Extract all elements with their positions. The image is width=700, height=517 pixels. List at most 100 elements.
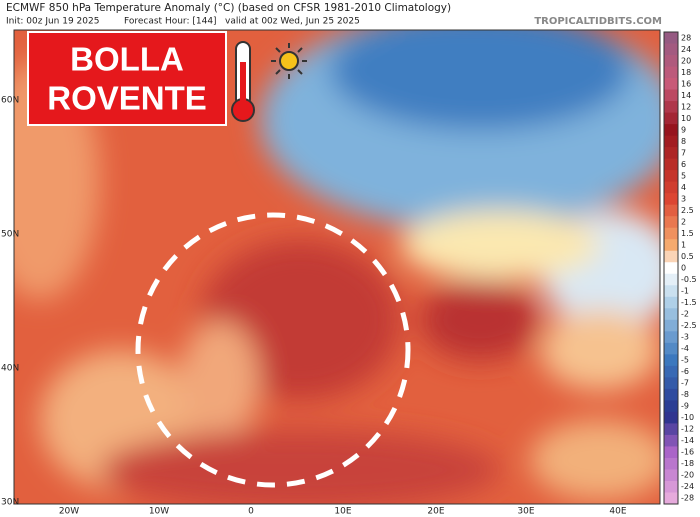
colorbar-swatch — [664, 342, 678, 355]
colorbar-swatch — [664, 147, 678, 160]
colorbar-label: 8 — [681, 137, 686, 146]
colorbar-label: 6 — [681, 160, 686, 169]
colorbar-label: -0.5 — [681, 275, 697, 284]
colorbar-swatch — [664, 89, 678, 102]
lat-label: 60N — [1, 96, 19, 106]
colorbar-label: -10 — [681, 413, 694, 422]
highlight-circle — [135, 212, 411, 488]
colorbar-label: 0 — [681, 264, 686, 273]
colorbar-label: 28 — [681, 33, 691, 42]
colorbar-label: 3 — [681, 194, 686, 203]
colorbar-label: 20 — [681, 56, 691, 65]
colorbar-label: -12 — [681, 425, 694, 434]
colorbar-label: 9 — [681, 125, 686, 134]
lon-label: 30E — [517, 507, 534, 517]
lon-label: 40E — [609, 507, 626, 517]
colorbar-swatch — [664, 135, 678, 148]
colorbar-swatch — [664, 469, 678, 482]
valid: valid at 00z Wed, Jun 25 2025 — [225, 17, 360, 27]
colorbar-label: 1 — [681, 240, 686, 249]
colorbar-swatch — [664, 411, 678, 424]
colorbar-swatch — [664, 227, 678, 240]
colorbar-swatch — [664, 296, 678, 309]
banner-line1: BOLLA — [70, 41, 184, 78]
colorbar-swatch — [664, 239, 678, 252]
colorbar-label: 14 — [681, 91, 691, 100]
colorbar-label: 5 — [681, 171, 686, 180]
colorbar-label: 2 — [681, 217, 686, 226]
colorbar-swatch — [664, 181, 678, 194]
colorbar-swatch — [664, 78, 678, 91]
colorbar-swatch — [664, 66, 678, 79]
colorbar-label: -6 — [681, 367, 689, 376]
colorbar-swatch — [664, 365, 678, 378]
colorbar-label: -5 — [681, 356, 689, 365]
colorbar-label: -8 — [681, 390, 689, 399]
lat-label: 40N — [1, 364, 19, 374]
colorbar-label: -16 — [681, 448, 694, 457]
colorbar-swatch — [664, 446, 678, 459]
colorbar-swatch — [664, 55, 678, 68]
colorbar-swatch — [664, 204, 678, 217]
lon-label: 10W — [149, 507, 169, 517]
colorbar-label: 10 — [681, 114, 691, 123]
colorbar-swatch — [664, 273, 678, 286]
colorbar-label: -7 — [681, 379, 689, 388]
colorbar-label: -4 — [681, 344, 689, 353]
colorbar-label: -1 — [681, 287, 689, 296]
colorbar-swatch — [664, 43, 678, 56]
colorbar-swatch — [664, 285, 678, 298]
colorbar-label: -2 — [681, 310, 689, 319]
lon-label: 10E — [334, 507, 351, 517]
colorbar-label: 2.5 — [681, 206, 694, 215]
colorbar-swatch — [664, 423, 678, 436]
colorbar-swatch — [664, 250, 678, 263]
colorbar-swatch — [664, 354, 678, 367]
colorbar-swatch — [664, 331, 678, 344]
banner — [27, 31, 227, 126]
lon-label: 20E — [427, 507, 444, 517]
colorbar-label: -3 — [681, 333, 689, 342]
colorbar-swatch — [664, 457, 678, 470]
colorbar-swatch — [664, 319, 678, 332]
colorbar-swatch — [664, 170, 678, 183]
colorbar-label: -14 — [681, 436, 694, 445]
colorbar-swatch — [664, 101, 678, 114]
colorbar-frame — [663, 31, 679, 505]
colorbar-swatch — [664, 388, 678, 401]
colorbar-label: -20 — [681, 471, 694, 480]
colorbar-label: 24 — [681, 45, 691, 54]
colorbar-swatch — [664, 262, 678, 275]
colorbar-swatch — [664, 216, 678, 229]
colorbar-swatch — [664, 124, 678, 137]
colorbar-label: -28 — [681, 494, 694, 503]
colorbar-label: -9 — [681, 402, 689, 411]
forecast-hour: Forecast Hour: [144] — [124, 17, 217, 27]
colorbar-swatch — [664, 32, 678, 45]
colorbar-label: 1.5 — [681, 229, 694, 238]
map — [14, 30, 660, 504]
colorbar-label: 18 — [681, 68, 691, 77]
colorbar-label: 0.5 — [681, 252, 694, 261]
colorbar-label: -1.5 — [681, 298, 697, 307]
lon-label: 0 — [248, 507, 254, 517]
source: TROPICALTIDBITS.COM — [534, 16, 662, 27]
colorbar-swatch — [664, 492, 678, 505]
colorbar-swatch — [664, 112, 678, 125]
lat-label: 50N — [1, 230, 19, 240]
colorbar-label: -18 — [681, 459, 694, 468]
colorbar-swatch — [664, 400, 678, 413]
thermometer-icon — [231, 41, 255, 122]
colorbar-label: -2.5 — [681, 321, 697, 330]
lon-label: 20W — [59, 507, 79, 517]
map-frame — [13, 29, 661, 505]
colorbar-label: 12 — [681, 102, 691, 111]
colorbar-label: 4 — [681, 183, 686, 192]
colorbar-swatch — [664, 434, 678, 447]
colorbar-swatch — [664, 308, 678, 321]
lat-label: 30N — [1, 498, 19, 508]
title: ECMWF 850 hPa Temperature Anomaly (°C) (… — [6, 2, 451, 14]
colorbar-swatch — [664, 480, 678, 493]
init: Init: 00z Jun 19 2025 — [6, 17, 99, 27]
